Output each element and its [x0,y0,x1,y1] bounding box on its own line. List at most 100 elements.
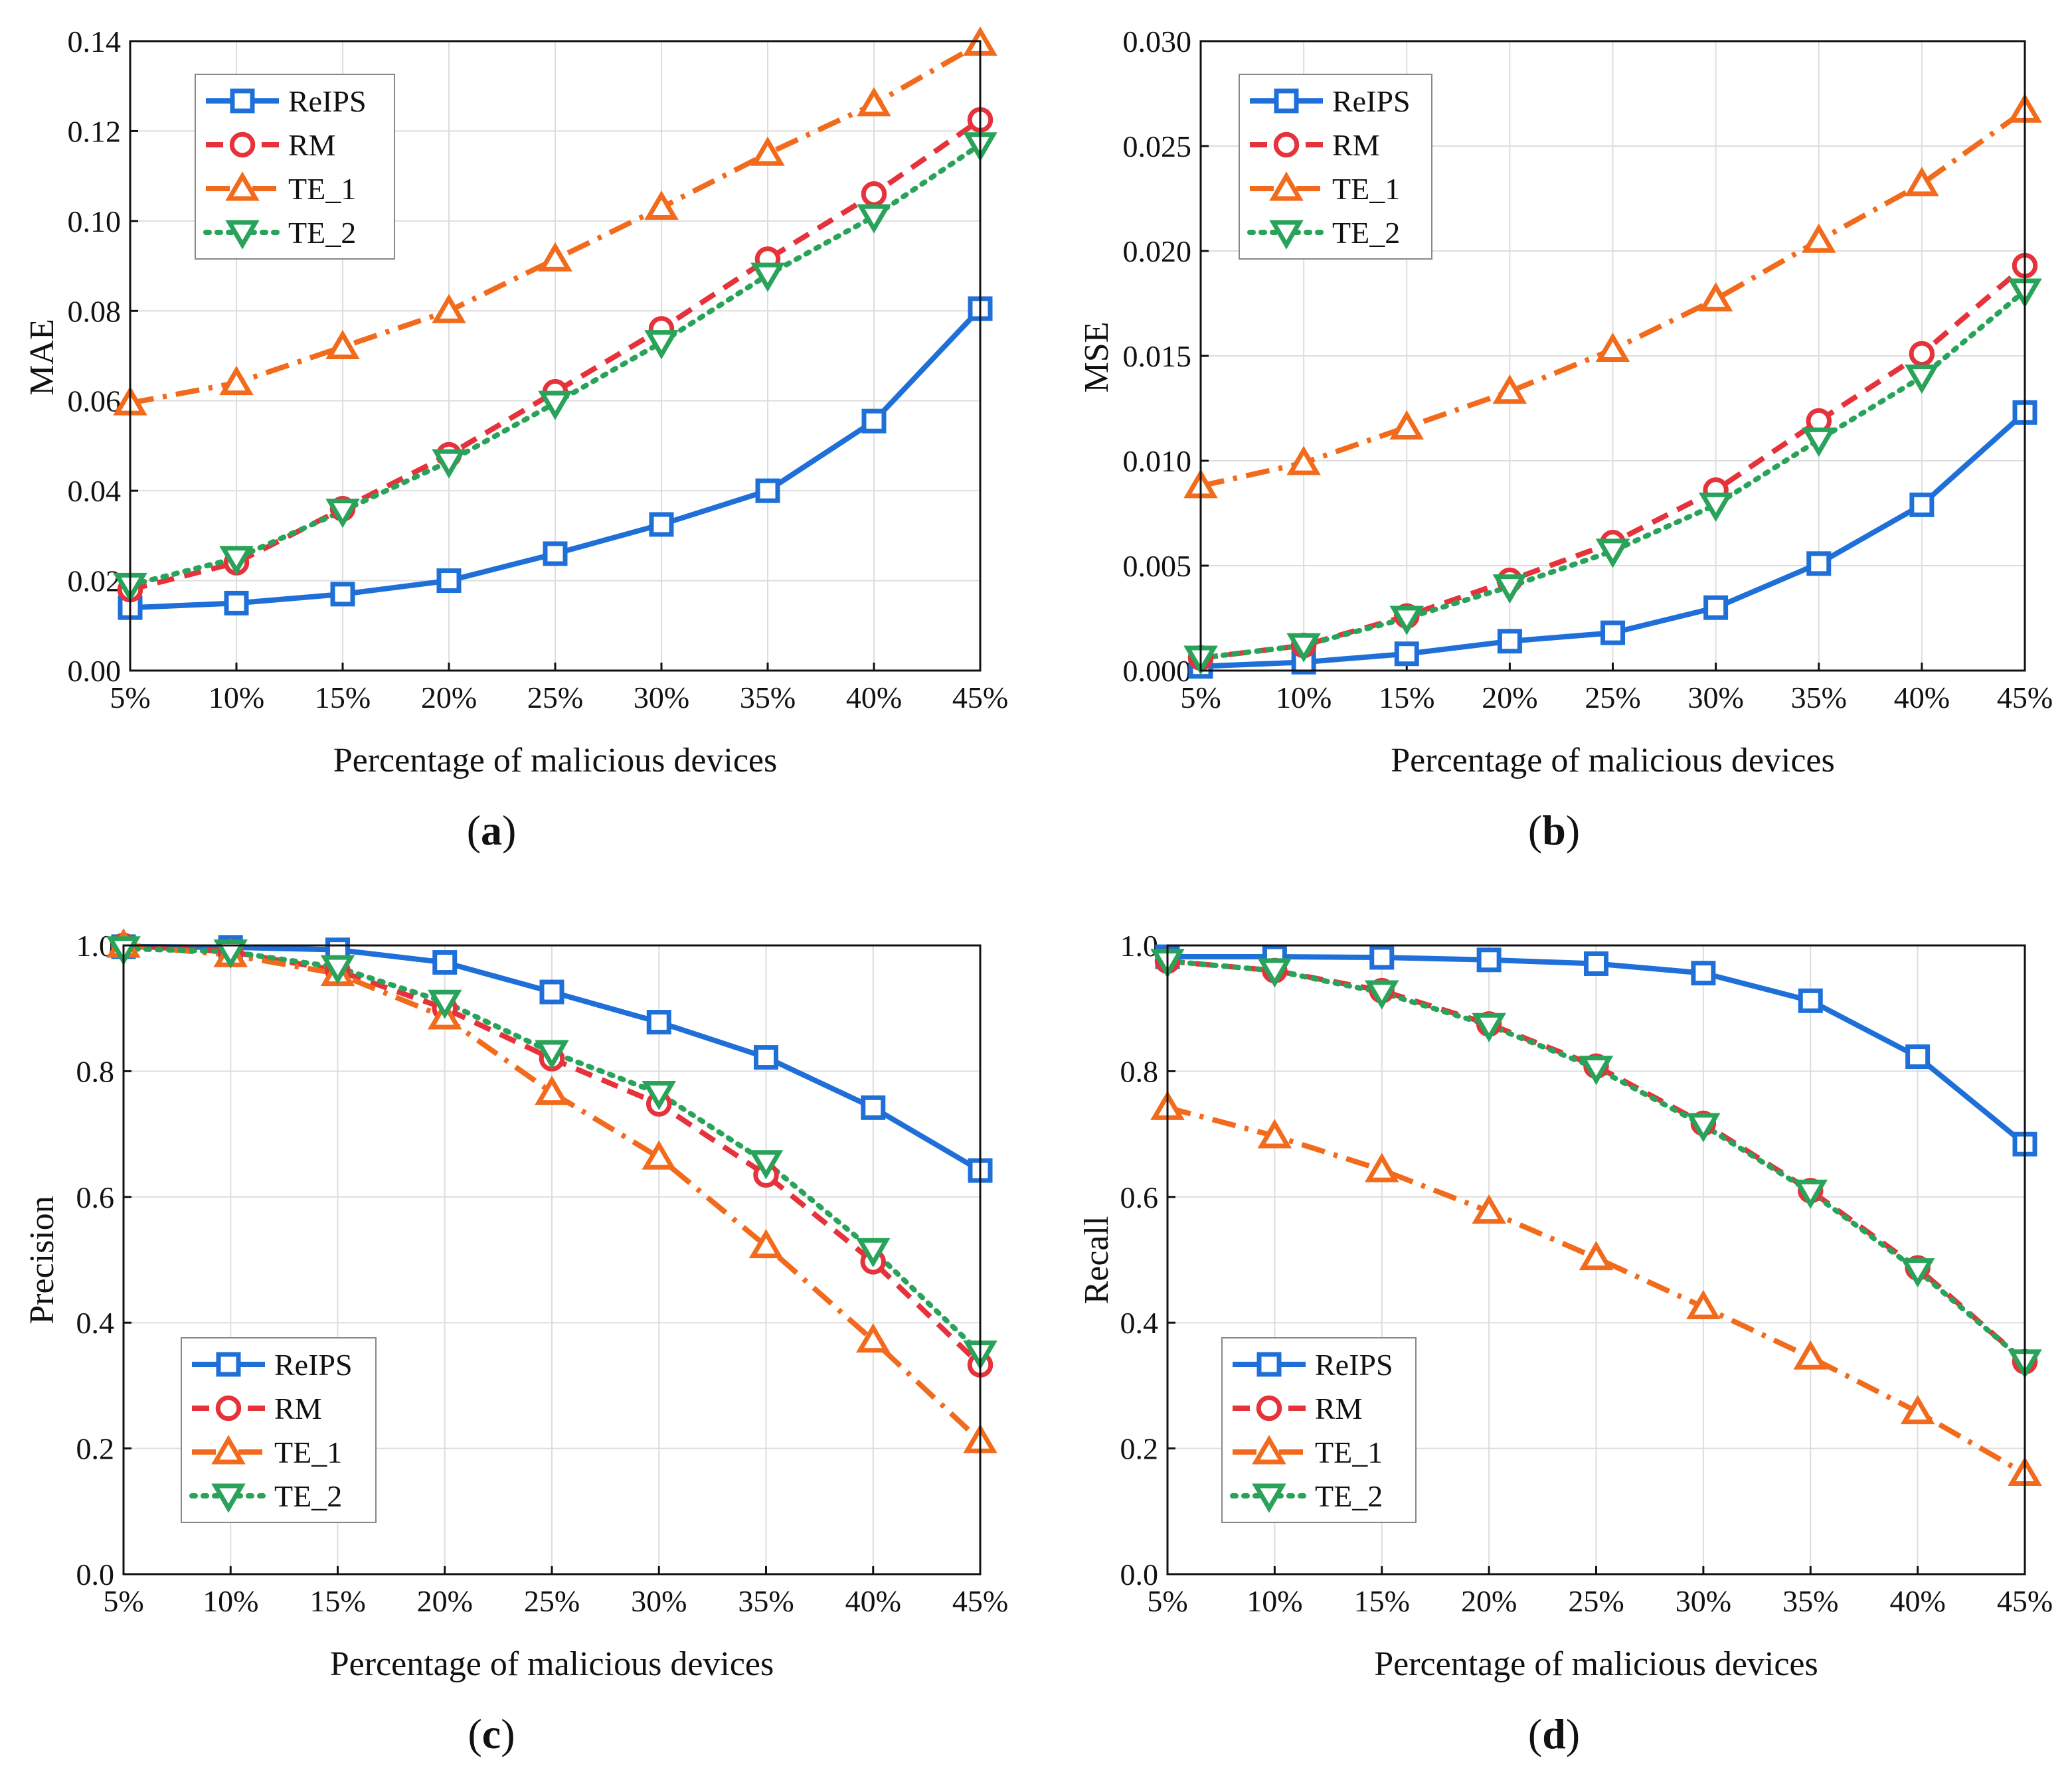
data-point-te-1 [1686,1289,1721,1320]
legend-marker-rm [229,131,256,158]
data-point-te-2 [427,989,462,1019]
legend-marker-reips [230,88,255,114]
y-tick-label: 0.14 [68,25,122,58]
x-tick-label: 25% [527,681,583,714]
y-axis-ticks: 0.00 0.02 0.04 0.06 0.08 0.10 0.12 0.14 [68,25,138,688]
data-point-te-2 [432,449,466,479]
legend-entry-te-2: TE_2 [288,216,356,250]
x-tick-label: 15% [315,681,371,714]
data-point-te-2 [320,955,355,985]
data-point-te-1 [432,293,466,323]
x-tick-label: 40% [845,1584,901,1618]
data-point-te-1 [1472,1194,1506,1224]
x-axis-ticks: 5% 10% 15% 20% 25% 30% 35% 40% 45% [1180,663,2053,714]
panel-label: (c) [468,1710,515,1757]
data-point-te-2 [1801,427,1836,457]
x-tick-label: 45% [952,1584,1008,1618]
x-axis-label: Percentage of malicious devices [330,1645,774,1683]
legend-marker-te-2 [1252,1483,1286,1513]
data-point-te-2 [642,1081,677,1111]
series-line-te-1 [123,943,982,1443]
y-axis-label: Recall [1078,1216,1116,1305]
legend-marker-te-2 [211,1483,246,1513]
data-point-reips [861,1095,886,1120]
data-point-te-1 [642,1140,677,1170]
y-tick-label: 0.8 [1120,1054,1159,1088]
data-point-te-2 [213,939,248,969]
x-axis-label: Percentage of malicious devices [1391,742,1835,779]
legend: ReIPS RM TE_1 TE_2 [181,1337,377,1523]
series-line-te-1 [130,40,982,406]
data-point-te-1 [1257,1119,1292,1149]
data-point-te-1 [857,87,891,117]
x-tick-label: 10% [203,1584,258,1618]
x-axis-ticks: 5% 10% 15% 20% 25% 30% 35% 40% 45% [1147,1566,2053,1618]
legend-marker-rm [1273,131,1300,158]
legend-marker-te-1 [1269,171,1304,201]
data-point-reips [1909,492,1935,517]
legend-entry-te-2: TE_2 [274,1479,342,1513]
data-point-reips [755,478,780,503]
legend-entry-te-1: TE_1 [274,1435,342,1469]
data-point-te-2 [857,204,891,234]
data-point-reips [1703,595,1729,620]
legend-entry-reips: ReIPS [1315,1348,1393,1382]
data-point-te-1 [1905,167,1939,197]
y-tick-label: 0.010 [1123,444,1192,478]
x-tick-label: 30% [1676,1584,1731,1618]
x-tick-label: 20% [421,681,477,714]
data-point-reips [1394,641,1419,667]
y-tick-label: 0.030 [1123,25,1192,58]
data-point-reips [1691,961,1716,986]
data-point-te-1 [1595,332,1630,363]
x-tick-label: 25% [1585,681,1640,714]
data-point-te-2 [1364,980,1399,1010]
y-tick-label: 0.4 [1120,1306,1159,1340]
x-tick-label: 30% [1687,681,1743,714]
data-point-reips [432,950,458,975]
data-point-te-1 [748,1228,784,1259]
y-tick-label: 0.025 [1123,129,1192,163]
data-point-te-2 [750,262,785,292]
y-tick-label: 0.06 [68,384,122,418]
legend-marker-te-1 [225,171,260,201]
data-point-reips [1798,988,1823,1013]
y-axis-label: MSE [1078,322,1116,393]
y-tick-label: 0.020 [1123,234,1192,268]
y-tick-label: 0.015 [1123,339,1192,373]
x-tick-label: 40% [846,681,902,714]
legend-box [1239,74,1432,260]
y-tick-label: 0.08 [68,294,122,328]
data-point-te-1 [1389,410,1424,440]
data-point-te-2 [325,499,360,528]
x-tick-label: 10% [1276,681,1332,714]
data-point-te-2 [855,1238,891,1267]
x-axis-label: Percentage of malicious devices [1374,1645,1818,1683]
panel-label: (b) [1528,807,1580,854]
panel-label: (d) [1528,1710,1580,1757]
legend-marker-reips [216,1352,241,1377]
plot-area-frame [122,944,982,1576]
chart-panel-c: 5% 10% 15% 20% 25% 30% 35% 40% 45% 0.0 0.2 0.4 0.6 0.… [23,928,1008,1757]
x-tick-label: 20% [1461,1584,1517,1618]
x-tick-label: 15% [1379,681,1434,714]
data-point-reips [1600,620,1625,645]
series-line-rm [1167,958,2027,1364]
x-tick-label: 35% [1782,1584,1838,1618]
data-point-te-1 [1492,374,1527,404]
legend-box [1221,1337,1417,1523]
data-point-te-1 [1900,1394,1935,1425]
data-point-te-1 [855,1323,891,1353]
data-point-reips [539,979,564,1005]
y-tick-label: 0.6 [76,1180,115,1214]
data-point-reips [1584,951,1608,976]
x-axis-ticks: 5% 10% 15% 20% 25% 30% 35% 40% 45% [110,663,1008,714]
data-point-te-2 [1492,574,1527,604]
x-axis-label: Percentage of malicious devices [333,742,778,779]
chart-panel-a: 5% 10% 15% 20% 25% 30% 35% 40% 45%0.000.020.040.… [23,25,1008,854]
legend-entry-te-1: TE_1 [1332,172,1400,206]
data-point-te-1 [1364,1153,1399,1182]
legend-entry-reips: ReIPS [1332,84,1411,118]
data-point-te-1 [325,329,360,359]
